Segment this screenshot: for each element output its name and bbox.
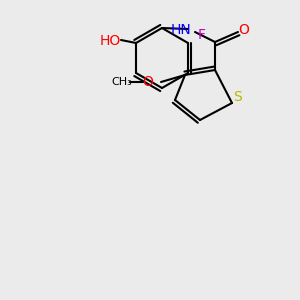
Text: CH₃: CH₃ — [112, 77, 132, 87]
Text: HN: HN — [171, 23, 191, 37]
Text: S: S — [234, 90, 242, 104]
Text: HO: HO — [99, 34, 121, 48]
Text: F: F — [198, 28, 206, 42]
Text: O: O — [142, 75, 153, 89]
Text: O: O — [238, 23, 249, 37]
